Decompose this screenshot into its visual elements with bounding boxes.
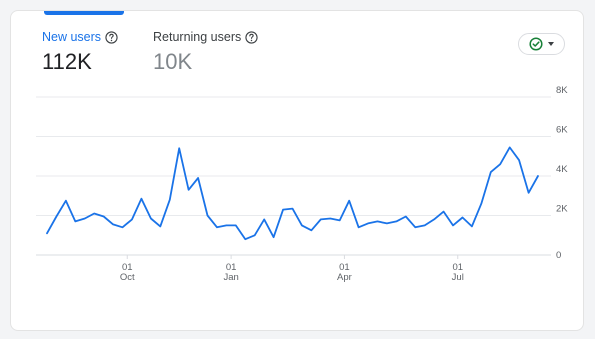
- new-users-label-row: New users: [42, 29, 118, 45]
- returning-users-label-row: Returning users: [153, 29, 258, 45]
- caret-down-icon: [548, 42, 554, 46]
- selected-tab-indicator: [44, 11, 124, 15]
- x-tick-label: Jan: [223, 272, 238, 283]
- status-dropdown-button[interactable]: [518, 33, 565, 55]
- new-users-value: 112K: [42, 49, 92, 74]
- help-circle-icon[interactable]: [105, 30, 118, 44]
- x-tick-label: 01: [122, 262, 133, 273]
- x-tick-label: Apr: [337, 272, 352, 283]
- users-card: New users 112K Returning users 10K 8K 6K 4: [10, 10, 584, 331]
- returning-users-value: 10K: [153, 49, 193, 74]
- help-circle-icon[interactable]: [245, 30, 258, 44]
- y-tick-label: 2K: [556, 204, 568, 215]
- y-tick-label: 6K: [556, 125, 568, 136]
- new-users-label: New users: [42, 30, 102, 44]
- check-circle-icon: [529, 37, 543, 51]
- tab-new-users[interactable]: New users 112K: [42, 29, 118, 76]
- returning-users-label: Returning users: [153, 30, 242, 44]
- x-tick-label: 01: [226, 262, 237, 273]
- tab-returning-users[interactable]: Returning users 10K: [153, 29, 258, 76]
- y-tick-label: 4K: [556, 164, 568, 175]
- x-tick-label: 01: [339, 262, 350, 273]
- series-line-new-users: [46, 146, 539, 241]
- x-tick-label: 01: [452, 262, 463, 273]
- y-tick-label: 8K: [556, 85, 568, 96]
- x-tick-label: Jul: [452, 272, 464, 283]
- x-tick-label: Oct: [120, 272, 135, 283]
- y-tick-label: 0: [556, 250, 561, 261]
